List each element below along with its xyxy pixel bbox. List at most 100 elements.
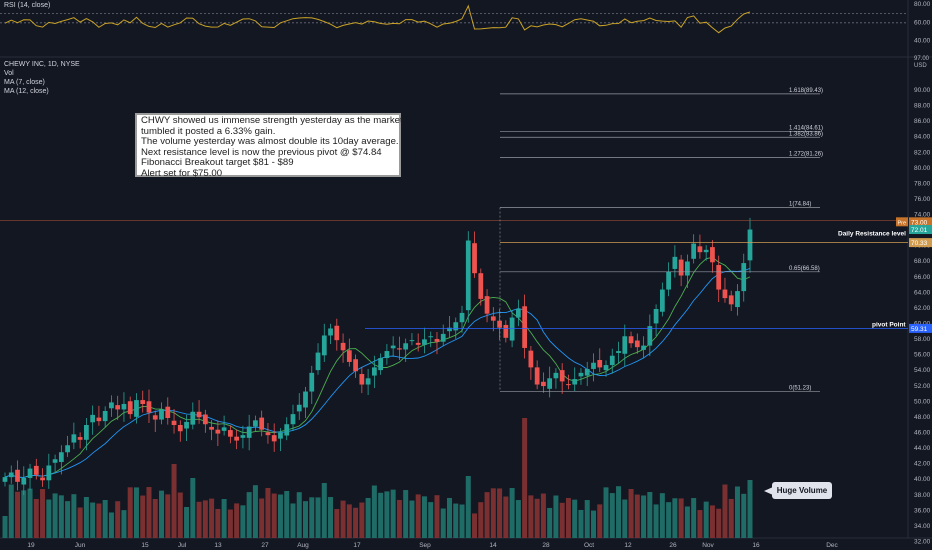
candle-body — [127, 401, 133, 415]
level-lines: Daily Resistance level pivot Point — [0, 219, 908, 329]
price-tick-label: 32.00 — [914, 539, 931, 546]
volume-bar — [622, 499, 628, 538]
candle-body — [403, 343, 409, 350]
pivot-price-tag: 59.31 — [911, 326, 928, 333]
volume-bar — [209, 498, 215, 538]
volume-bar — [296, 492, 302, 538]
volume-bar — [384, 491, 390, 538]
volume-bar — [528, 495, 534, 538]
volume-bar — [722, 484, 728, 538]
candle-body — [509, 317, 515, 341]
candle-body — [58, 452, 64, 462]
candle-body — [653, 309, 659, 324]
pre-label-bg — [896, 217, 908, 227]
candle-body — [378, 358, 384, 371]
candle-body — [490, 316, 496, 321]
fib-label: 0(51.23) — [789, 385, 811, 391]
volume-bar — [540, 493, 546, 538]
candle-body — [703, 249, 709, 253]
ma7-line — [4, 256, 751, 478]
volume-bar — [559, 502, 565, 538]
volume-bar — [497, 488, 503, 538]
volume-bar — [246, 492, 252, 538]
candle-body — [253, 420, 258, 427]
time-tick-label: Jun — [75, 542, 86, 549]
volume-bar — [734, 486, 740, 538]
volume-bar — [115, 501, 121, 538]
candle-body — [15, 469, 20, 482]
volume-bars — [2, 418, 753, 538]
volume-bar — [108, 512, 114, 538]
price-tick-label: 46.00 — [914, 430, 931, 437]
volume-bar — [303, 501, 309, 538]
volume-bar — [440, 508, 446, 538]
volume-bar — [597, 504, 603, 538]
volume-bar — [653, 504, 659, 538]
candle-body — [659, 289, 665, 312]
candle-body — [622, 336, 628, 354]
volume-bar — [196, 501, 202, 538]
price-tick-label: 68.00 — [914, 258, 931, 265]
time-tick-label: Sep — [419, 542, 431, 549]
volume-bar — [678, 498, 684, 538]
price-tick-label: 62.00 — [914, 305, 931, 312]
candle-body — [46, 465, 52, 481]
candle-body — [440, 333, 446, 342]
candle-body — [234, 436, 240, 441]
note-line: tumbled it posted a 6.33% gain. — [141, 125, 276, 137]
ma12-line — [4, 267, 751, 478]
candle-body — [397, 348, 402, 350]
candle-body — [722, 289, 728, 299]
volume-bar — [46, 499, 52, 538]
candle-body — [609, 355, 615, 366]
volume-bar — [58, 495, 64, 538]
volume-bar — [365, 497, 371, 538]
ma12-indicator-label: MA (12, close) — [4, 88, 49, 95]
volume-bar — [415, 494, 421, 538]
fib-levels: 1.618(89.43) 1.414(84.61)1.382(83.86) 1.27… — [499, 88, 823, 392]
price-tick-label: 50.00 — [914, 398, 931, 405]
candle-body — [678, 259, 684, 276]
volume-bar — [334, 509, 340, 538]
volume-bar — [609, 493, 615, 538]
candle-body — [209, 426, 214, 430]
candle-body — [503, 324, 509, 338]
volume-bar — [190, 478, 196, 538]
time-tick-label: 14 — [489, 542, 497, 549]
candle-body — [472, 243, 477, 274]
candle-body — [284, 424, 290, 436]
candle-body — [146, 401, 152, 413]
rsi-title: RSI (14, close) — [4, 2, 51, 9]
volume-bar — [127, 487, 133, 538]
candle-body — [134, 400, 139, 417]
volume-bar — [15, 491, 21, 538]
pre-value-tag-bg — [909, 217, 932, 227]
volume-bar — [290, 503, 296, 538]
candle-body — [697, 246, 703, 253]
daily-resistance-label: Daily Resistance level — [838, 231, 906, 238]
volume-bar — [534, 498, 540, 538]
candle-body — [165, 406, 171, 418]
time-axis: 19 Jun 15 Jul 13 27 Aug 17 Sep 14 28 Oct 12 26 Nov 16 De… — [27, 542, 838, 549]
volume-bar — [490, 488, 496, 538]
volume-bar — [152, 499, 158, 538]
volume-bar — [634, 494, 640, 538]
candle-body — [578, 372, 584, 377]
candle-body — [296, 404, 302, 412]
volume-bar — [240, 505, 246, 538]
candle-body — [271, 435, 277, 442]
candle-body — [666, 271, 671, 290]
volume-bar — [259, 498, 265, 538]
resistance-price-tag-bg — [909, 238, 932, 248]
candle-body — [553, 372, 559, 379]
price-tick-label: 48.00 — [914, 414, 931, 421]
volume-bar — [697, 510, 703, 538]
fib-label: 1.382(83.86) — [789, 131, 823, 137]
volume-bar — [647, 492, 653, 538]
candle-body — [716, 265, 722, 290]
volume-bar — [165, 494, 171, 538]
volume-bar — [277, 494, 283, 538]
candle-body — [541, 381, 546, 387]
candle-body — [434, 338, 440, 342]
